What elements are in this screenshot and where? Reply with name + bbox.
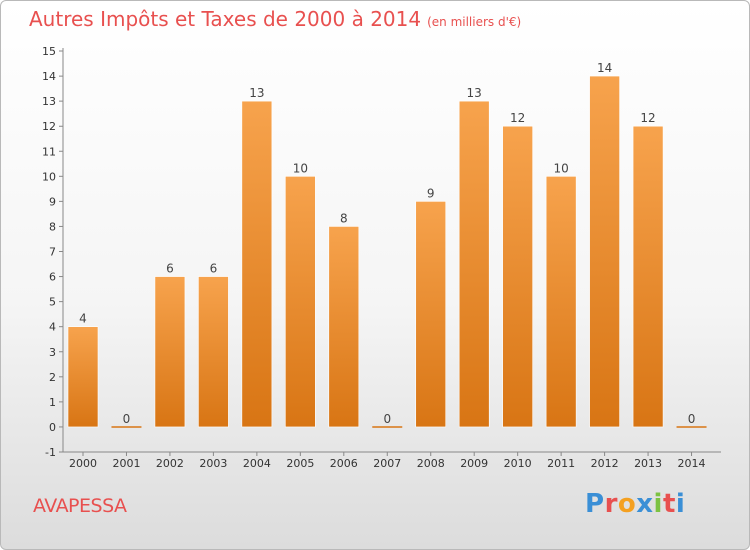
data-label: 13 <box>249 86 264 100</box>
y-tick-label: 8 <box>49 220 56 233</box>
x-tick-label: 2011 <box>547 457 575 470</box>
y-tick-label: 14 <box>42 70 56 83</box>
bar <box>589 75 620 428</box>
logo-letter: t <box>662 489 676 519</box>
y-tick-label: 10 <box>42 170 56 183</box>
logo-letter: o <box>617 489 637 519</box>
data-label: 14 <box>597 61 612 75</box>
y-tick-label: 5 <box>49 296 56 309</box>
y-tick-label: 7 <box>49 246 56 259</box>
logo-letter: x <box>636 489 654 519</box>
bar <box>67 326 99 428</box>
data-label: 0 <box>688 412 696 426</box>
place-name: AVAPESSA <box>33 495 127 517</box>
chart-title: Autres Impôts et Taxes de 2000 à 2014 (en… <box>29 7 521 31</box>
logo-letter: P <box>585 489 605 519</box>
y-tick-label: -1 <box>45 446 56 459</box>
y-tick-label: 9 <box>49 195 56 208</box>
proxiti-logo: Proxiti <box>585 489 685 519</box>
x-tick-label: 2013 <box>634 457 662 470</box>
data-label: 0 <box>383 412 391 426</box>
y-tick-label: 0 <box>49 421 56 434</box>
bar <box>502 125 533 428</box>
x-tick-label: 2005 <box>286 457 314 470</box>
data-label: 6 <box>210 262 218 276</box>
y-tick-label: 3 <box>49 346 56 359</box>
bar <box>328 226 360 428</box>
x-tick-label: 2012 <box>591 457 619 470</box>
x-tick-label: 2001 <box>112 457 140 470</box>
x-tick-label: 2000 <box>69 457 97 470</box>
x-tick-label: 2014 <box>678 457 706 470</box>
chart-unit: (en milliers d'€) <box>427 15 522 29</box>
bar <box>285 176 316 428</box>
y-tick-label: 4 <box>49 321 56 334</box>
bar <box>458 100 490 428</box>
x-tick-label: 2004 <box>243 457 271 470</box>
data-label: 13 <box>467 86 482 100</box>
y-tick-label: 6 <box>49 271 56 284</box>
x-tick-label: 2006 <box>330 457 358 470</box>
chart-title-text: Autres Impôts et Taxes de 2000 à 2014 <box>29 7 422 31</box>
data-label: 12 <box>640 111 655 125</box>
bar <box>545 176 577 428</box>
y-tick-label: 11 <box>42 145 56 158</box>
y-tick-label: 2 <box>49 371 56 384</box>
bar <box>632 125 664 428</box>
x-tick-label: 2009 <box>460 457 488 470</box>
logo-letter: i <box>675 489 686 519</box>
data-label: 6 <box>166 262 174 276</box>
data-label: 0 <box>123 412 131 426</box>
bar <box>154 276 186 428</box>
y-tick-label: 15 <box>42 45 56 58</box>
x-tick-label: 2003 <box>199 457 227 470</box>
data-label: 12 <box>510 111 525 125</box>
y-tick-label: 13 <box>42 95 56 108</box>
data-label: 10 <box>293 161 308 175</box>
logo-letter: r <box>604 489 618 519</box>
x-tick-label: 2007 <box>373 457 401 470</box>
y-tick-label: 1 <box>49 396 56 409</box>
logo-letter: i <box>653 489 663 519</box>
bar <box>241 100 273 428</box>
bar <box>415 201 447 428</box>
x-tick-label: 2008 <box>417 457 445 470</box>
data-label: 9 <box>427 186 435 200</box>
data-label: 8 <box>340 211 348 225</box>
bar <box>198 276 229 428</box>
data-label: 10 <box>553 161 568 175</box>
x-tick-label: 2002 <box>156 457 184 470</box>
y-tick-label: 12 <box>42 120 56 133</box>
data-label: 4 <box>79 312 87 326</box>
x-tick-label: 2010 <box>504 457 532 470</box>
